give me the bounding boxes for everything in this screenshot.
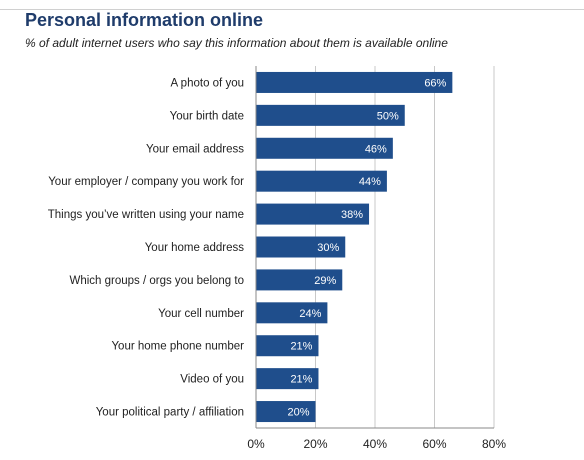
category-label: Your email address: [146, 143, 244, 155]
bar: [256, 137, 393, 159]
bar: [256, 302, 328, 324]
category-label: Your birth date: [170, 110, 244, 122]
bar-value-label: 21%: [290, 374, 312, 386]
bar: [256, 401, 316, 423]
bar-value-label: 24%: [299, 308, 321, 320]
category-labels: A photo of you Your birth date Your email …: [48, 77, 244, 418]
category-label: A photo of you: [170, 77, 244, 89]
bar-value-label: 21%: [290, 341, 312, 353]
x-tick-label: 20%: [303, 437, 327, 451]
bar: [256, 71, 453, 93]
category-label: Video of you: [180, 374, 244, 386]
category-label: Your home address: [145, 242, 245, 254]
category-label: Your political party / affiliation: [96, 407, 244, 419]
bar: [256, 170, 387, 192]
category-label: Things you’ve written using your name: [48, 209, 244, 221]
category-label: Which groups / orgs you belong to: [69, 275, 244, 287]
x-tick-labels: 0% 20% 40% 60% 80%: [247, 437, 506, 451]
category-label: Your employer / company you work for: [48, 176, 244, 188]
bar: [256, 236, 346, 258]
bar-value-label: 50%: [377, 110, 399, 122]
bar-value-label: 20%: [287, 407, 309, 419]
category-label: Your cell number: [158, 308, 244, 320]
bar-value-label: 66%: [424, 77, 446, 89]
x-tick-label: 60%: [422, 437, 446, 451]
title-rule: [0, 9, 584, 10]
chart-subtitle: % of adult internet users who say this i…: [25, 36, 448, 50]
bars: 66% 50% 46% 44% 38% 30% 29% 24% 21% 21% 20%: [256, 71, 453, 423]
x-tick-label: 0%: [247, 437, 265, 451]
x-tick-label: 40%: [363, 437, 387, 451]
bar-value-label: 46%: [365, 143, 387, 155]
bar-value-label: 29%: [314, 275, 336, 287]
bar: [256, 269, 343, 291]
bar: [256, 104, 405, 126]
bar: [256, 335, 319, 357]
bar: [256, 368, 319, 390]
bar-value-label: 30%: [317, 242, 339, 254]
x-tick-label: 80%: [482, 437, 506, 451]
bar-value-label: 44%: [359, 176, 381, 188]
category-label: Your home phone number: [111, 341, 244, 353]
bar-value-label: 38%: [341, 209, 363, 221]
bar: [256, 203, 370, 225]
chart-title: Personal information online: [25, 10, 264, 30]
